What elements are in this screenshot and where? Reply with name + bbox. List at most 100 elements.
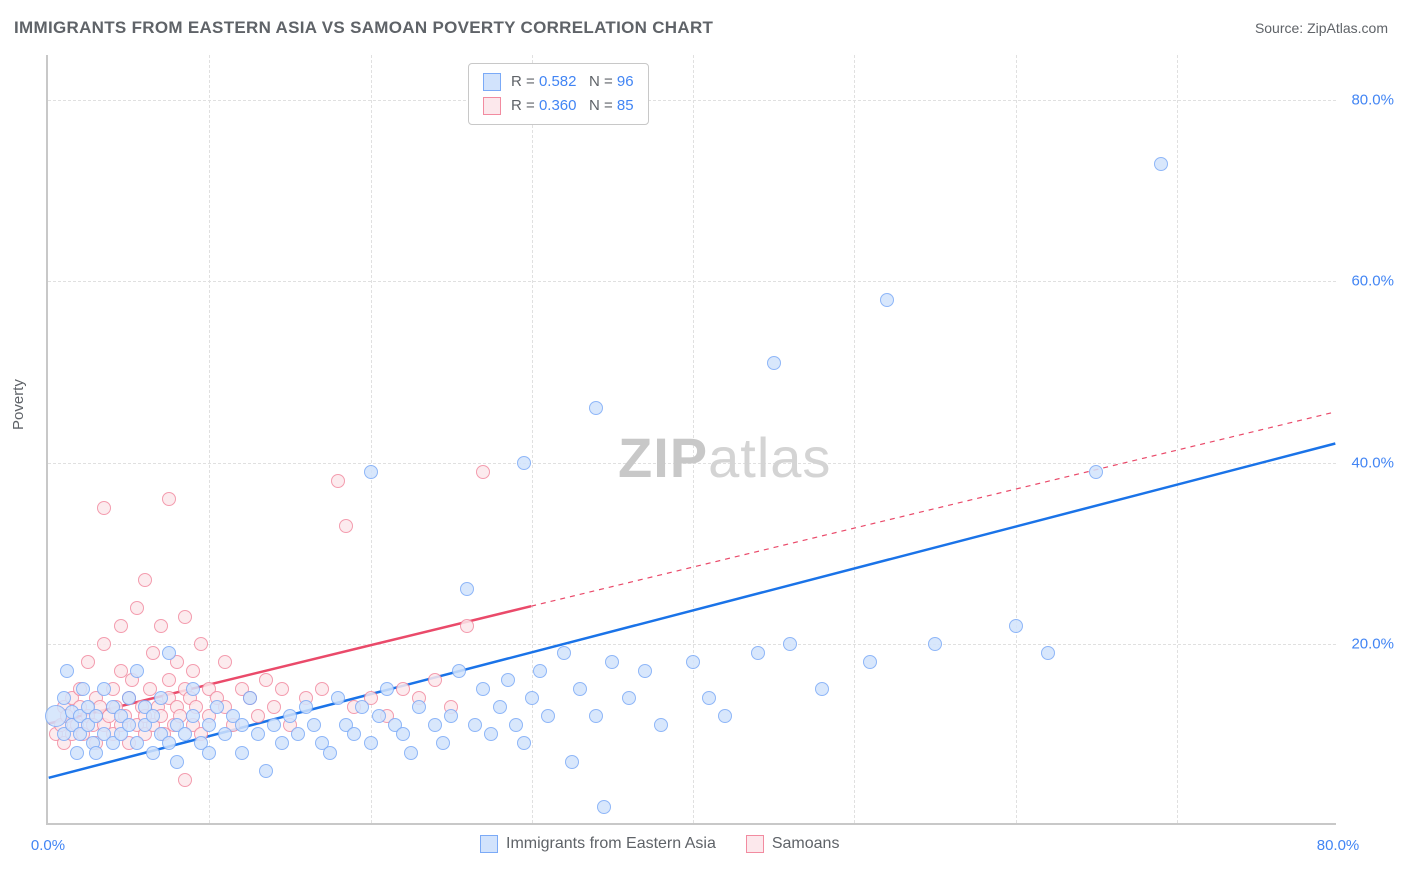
scatter-point	[718, 709, 732, 723]
scatter-point	[170, 755, 184, 769]
y-axis-label: Poverty	[10, 379, 27, 430]
scatter-point	[178, 773, 192, 787]
gridline-v	[693, 55, 694, 823]
scatter-point	[597, 800, 611, 814]
scatter-point	[57, 691, 71, 705]
scatter-point	[654, 718, 668, 732]
scatter-point	[364, 736, 378, 750]
scatter-point	[339, 519, 353, 533]
scatter-point	[501, 673, 515, 687]
y-tick-label: 80.0%	[1351, 92, 1394, 109]
scatter-point	[702, 691, 716, 705]
scatter-point	[686, 655, 700, 669]
scatter-point	[146, 646, 160, 660]
scatter-point	[89, 709, 103, 723]
scatter-point	[493, 700, 507, 714]
gridline-v	[371, 55, 372, 823]
series-legend: Immigrants from Eastern Asia Samoans	[480, 835, 1180, 853]
scatter-point	[372, 709, 386, 723]
scatter-point	[76, 682, 90, 696]
scatter-point	[235, 718, 249, 732]
scatter-point	[347, 727, 361, 741]
scatter-point	[130, 736, 144, 750]
scatter-point	[428, 673, 442, 687]
scatter-point	[412, 700, 426, 714]
scatter-point	[138, 573, 152, 587]
gridline-v	[532, 55, 533, 823]
scatter-point	[283, 709, 297, 723]
legend-swatch	[480, 835, 498, 853]
scatter-point	[589, 709, 603, 723]
scatter-point	[162, 492, 176, 506]
x-tick-label: 80.0%	[1317, 837, 1360, 854]
scatter-point	[243, 691, 257, 705]
scatter-point	[589, 401, 603, 415]
scatter-point	[751, 646, 765, 660]
scatter-point	[154, 691, 168, 705]
gridline-h	[48, 463, 1336, 464]
source-attribution: Source: ZipAtlas.com	[1255, 20, 1388, 36]
gridline-v	[1177, 55, 1178, 823]
scatter-point	[557, 646, 571, 660]
scatter-point	[444, 709, 458, 723]
scatter-point	[863, 655, 877, 669]
scatter-point	[1041, 646, 1055, 660]
legend-swatch	[746, 835, 764, 853]
scatter-point	[331, 474, 345, 488]
scatter-point	[267, 718, 281, 732]
scatter-point	[396, 682, 410, 696]
plot-area: ZIPatlas R = 0.582 N = 96R = 0.360 N = 8…	[46, 55, 1336, 825]
scatter-point	[622, 691, 636, 705]
scatter-point	[815, 682, 829, 696]
scatter-point	[89, 746, 103, 760]
scatter-point	[218, 655, 232, 669]
scatter-point	[267, 700, 281, 714]
legend-label: Immigrants from Eastern Asia	[506, 835, 716, 853]
scatter-point	[162, 646, 176, 660]
scatter-point	[202, 746, 216, 760]
scatter-point	[1154, 157, 1168, 171]
scatter-point	[146, 746, 160, 760]
watermark: ZIPatlas	[618, 425, 831, 490]
legend-stat: R = 0.582 N = 96	[511, 70, 634, 94]
scatter-point	[194, 637, 208, 651]
scatter-point	[1089, 465, 1103, 479]
scatter-point	[605, 655, 619, 669]
chart-container: IMMIGRANTS FROM EASTERN ASIA VS SAMOAN P…	[0, 0, 1406, 892]
scatter-point	[331, 691, 345, 705]
scatter-point	[162, 736, 176, 750]
scatter-point	[251, 709, 265, 723]
scatter-point	[364, 465, 378, 479]
scatter-point	[186, 682, 200, 696]
legend-swatch	[483, 97, 501, 115]
scatter-point	[880, 293, 894, 307]
scatter-point	[45, 705, 67, 727]
scatter-point	[380, 682, 394, 696]
scatter-point	[307, 718, 321, 732]
gridline-h	[48, 100, 1336, 101]
scatter-point	[767, 356, 781, 370]
scatter-point	[130, 664, 144, 678]
scatter-point	[460, 582, 474, 596]
scatter-point	[428, 718, 442, 732]
y-tick-label: 40.0%	[1351, 454, 1394, 471]
scatter-point	[476, 682, 490, 696]
legend-item: Immigrants from Eastern Asia	[480, 835, 716, 853]
scatter-point	[122, 718, 136, 732]
y-tick-label: 60.0%	[1351, 273, 1394, 290]
chart-title: IMMIGRANTS FROM EASTERN ASIA VS SAMOAN P…	[14, 18, 713, 38]
legend-swatch	[483, 73, 501, 91]
scatter-point	[525, 691, 539, 705]
scatter-point	[259, 673, 273, 687]
scatter-point	[60, 664, 74, 678]
scatter-point	[452, 664, 466, 678]
legend-item: Samoans	[746, 835, 840, 853]
correlation-legend: R = 0.582 N = 96R = 0.360 N = 85	[468, 63, 649, 125]
scatter-point	[396, 727, 410, 741]
legend-stat: R = 0.360 N = 85	[511, 94, 634, 118]
x-tick-label: 0.0%	[31, 837, 65, 854]
scatter-point	[210, 700, 224, 714]
scatter-point	[178, 727, 192, 741]
scatter-point	[275, 682, 289, 696]
scatter-point	[517, 456, 531, 470]
